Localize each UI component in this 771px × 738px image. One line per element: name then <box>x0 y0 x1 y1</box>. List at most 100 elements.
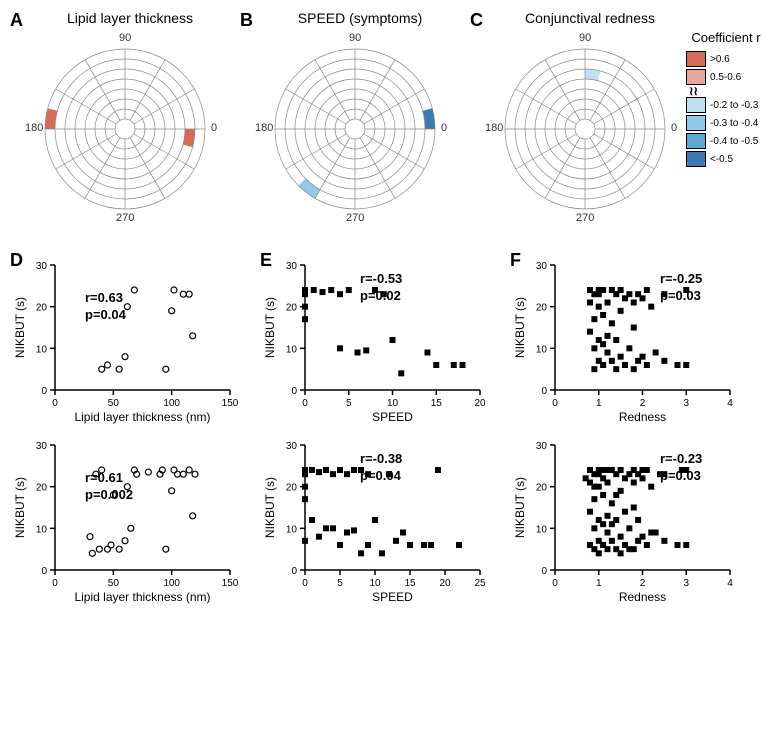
svg-text:1: 1 <box>596 578 602 589</box>
legend-item: >0.6 <box>686 51 766 67</box>
svg-text:25: 25 <box>474 578 486 589</box>
svg-text:20: 20 <box>536 483 548 494</box>
svg-text:50: 50 <box>108 398 120 409</box>
svg-text:NIKBUT (s): NIKBUT (s) <box>263 477 277 538</box>
polar-angle-label: 180 <box>255 122 273 134</box>
panel-E: E 010203005101520NIKBUT (s)SPEEDr=-0.53p… <box>260 250 510 425</box>
legend-swatch <box>686 51 706 67</box>
svg-text:0: 0 <box>552 578 558 589</box>
r-value: r=-0.23 <box>660 451 702 466</box>
svg-text:4: 4 <box>727 398 733 409</box>
p-value: p=0.04 <box>360 468 401 483</box>
svg-text:10: 10 <box>36 344 48 355</box>
svg-text:10: 10 <box>387 398 399 409</box>
svg-text:NIKBUT (s): NIKBUT (s) <box>13 477 27 538</box>
scatter-D-top: 0102030050100150NIKBUT (s)Lipid layer th… <box>10 250 240 425</box>
panel-C-letter: C <box>470 10 483 31</box>
svg-text:Lipid layer thickness (nm): Lipid layer thickness (nm) <box>74 590 210 604</box>
svg-text:100: 100 <box>163 398 180 409</box>
legend-swatch <box>686 69 706 85</box>
svg-text:30: 30 <box>536 261 548 272</box>
legend-item: -0.2 to -0.3 <box>686 97 766 113</box>
polar-angle-label: 0 <box>211 122 217 134</box>
svg-text:10: 10 <box>536 344 548 355</box>
polar-row: A Lipid layer thickness 900270180 B SPEE… <box>10 10 761 240</box>
svg-text:Redness: Redness <box>619 590 666 604</box>
r-value: r=-0.53 <box>360 271 402 286</box>
svg-text:3: 3 <box>683 578 689 589</box>
legend-label: >0.6 <box>710 54 730 65</box>
panel-F-bottom-wrap: 010203001234NIKBUT (s)Rednessr=-0.23p=0.… <box>510 430 760 605</box>
panel-E-bottom-wrap: 01020300510152025NIKBUT (s)SPEEDr=-0.38p… <box>260 430 510 605</box>
svg-text:20: 20 <box>286 483 298 494</box>
p-value: p=0.02 <box>360 288 401 303</box>
svg-text:0: 0 <box>41 386 47 397</box>
svg-text:30: 30 <box>536 441 548 452</box>
svg-text:0: 0 <box>541 566 547 577</box>
svg-text:30: 30 <box>36 261 48 272</box>
r-value: r=0.61 <box>85 470 123 485</box>
svg-text:5: 5 <box>337 578 343 589</box>
polar-angle-label: 180 <box>485 122 503 134</box>
panel-A: A Lipid layer thickness 900270180 <box>10 10 240 240</box>
svg-text:20: 20 <box>536 303 548 314</box>
svg-text:150: 150 <box>222 398 239 409</box>
polar-C-plot: 900270180 <box>485 26 685 236</box>
stat-annotation: r=-0.53 p=0.02 <box>360 271 402 305</box>
svg-text:150: 150 <box>222 578 239 589</box>
svg-text:10: 10 <box>369 578 381 589</box>
legend-label: <-0.5 <box>710 154 733 165</box>
panel-B: B SPEED (symptoms) 900270180 <box>240 10 470 240</box>
polar-angle-label: 90 <box>349 32 361 44</box>
legend-label: -0.2 to -0.3 <box>710 100 758 111</box>
figure-container: A Lipid layer thickness 900270180 B SPEE… <box>10 10 761 605</box>
svg-text:30: 30 <box>286 441 298 452</box>
svg-text:SPEED: SPEED <box>372 410 413 424</box>
r-value: r=-0.38 <box>360 451 402 466</box>
p-value: p=0.03 <box>660 288 701 303</box>
svg-text:NIKBUT (s): NIKBUT (s) <box>263 297 277 358</box>
panel-C-title: Conjunctival redness <box>480 10 700 26</box>
p-value: p=0.03 <box>660 468 701 483</box>
svg-text:15: 15 <box>431 398 443 409</box>
polar-angle-label: 270 <box>576 212 594 224</box>
legend-item: -0.3 to -0.4 <box>686 115 766 131</box>
svg-text:10: 10 <box>286 524 298 535</box>
legend-swatch <box>686 97 706 113</box>
stat-annotation: r=-0.38 p=0.04 <box>360 451 402 485</box>
svg-text:0: 0 <box>41 566 47 577</box>
scatter-D-bottom: 0102030050100150NIKBUT (s)Lipid layer th… <box>10 430 240 605</box>
svg-text:NIKBUT (s): NIKBUT (s) <box>513 297 527 358</box>
svg-text:3: 3 <box>683 398 689 409</box>
svg-text:4: 4 <box>727 578 733 589</box>
legend-swatch <box>686 115 706 131</box>
svg-text:100: 100 <box>163 578 180 589</box>
panel-B-title: SPEED (symptoms) <box>250 10 470 26</box>
polar-angle-label: 180 <box>25 122 43 134</box>
scatter-E-top: 010203005101520NIKBUT (s)SPEEDr=-0.53p=0… <box>260 250 490 425</box>
legend-title: Coefficient r <box>686 30 766 45</box>
panel-C: C Conjunctival redness 900270180 <box>470 10 700 240</box>
svg-text:20: 20 <box>36 483 48 494</box>
svg-text:10: 10 <box>36 524 48 535</box>
svg-text:15: 15 <box>404 578 416 589</box>
svg-text:0: 0 <box>52 398 58 409</box>
panel-A-letter: A <box>10 10 23 31</box>
polar-B-plot: 90 0 270 180 <box>255 26 455 236</box>
legend-label: 0.5-0.6 <box>710 72 741 83</box>
svg-text:0: 0 <box>291 566 297 577</box>
svg-text:5: 5 <box>346 398 352 409</box>
p-value: p=0.04 <box>85 307 126 322</box>
legend-swatch <box>686 151 706 167</box>
polar-angle-label: 0 <box>441 122 447 134</box>
polar-angle-label: 90 <box>119 32 131 44</box>
svg-text:0: 0 <box>291 386 297 397</box>
polar-angle-label: 270 <box>346 212 364 224</box>
polar-angle-label: 90 <box>579 32 591 44</box>
svg-text:0: 0 <box>552 398 558 409</box>
svg-text:50: 50 <box>108 578 120 589</box>
panel-F: F 010203001234NIKBUT (s)Rednessr=-0.25p=… <box>510 250 760 425</box>
svg-text:1: 1 <box>596 398 602 409</box>
stat-annotation: r=-0.25p=0.03 <box>660 271 702 305</box>
scatter-row-top: D 0102030050100150NIKBUT (s)Lipid layer … <box>10 250 761 425</box>
